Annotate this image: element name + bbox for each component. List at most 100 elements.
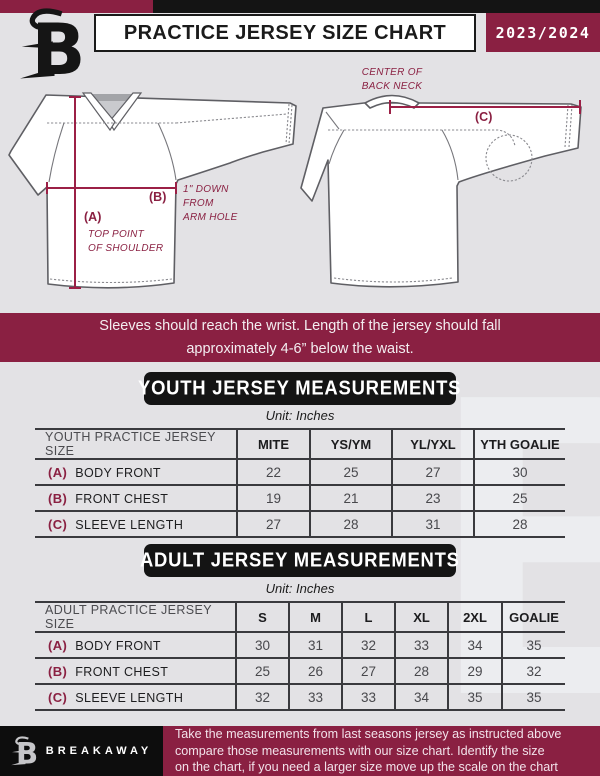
column-header: 2XL	[447, 602, 502, 632]
row-key: (A)	[48, 464, 68, 480]
column-header: XL	[394, 602, 448, 632]
measurement-lines	[46, 96, 581, 289]
label-b-note: 1" DOWN FROM ARM HOLE	[183, 184, 238, 223]
row-key: (C)	[48, 689, 68, 705]
column-header: L	[341, 602, 395, 632]
front-collar	[81, 92, 143, 132]
label-a-note: TOP POINT OF SHOULDER	[88, 229, 164, 254]
cell-value: 34	[447, 632, 502, 658]
cell-value: 27	[236, 511, 310, 537]
row-key: (C)	[48, 516, 68, 532]
back-armhole-seams	[325, 111, 459, 181]
footer-brand-box: B BREAKAWAY	[0, 726, 163, 776]
jersey-diagrams	[8, 92, 582, 289]
cell-value: 32	[501, 658, 565, 684]
column-header: YL/YXL	[391, 429, 474, 459]
cell-value: 29	[447, 658, 502, 684]
footer-instructions: Take the measurements from last seasons …	[163, 726, 600, 776]
cell-value: 35	[501, 684, 565, 710]
column-header: YS/YM	[309, 429, 392, 459]
cell-value: 33	[394, 632, 448, 658]
label-a-key: (A)	[84, 210, 102, 224]
table-row: (C) SLEEVE LENGTH 32 33 33 34 35 35	[35, 684, 565, 710]
cell-value: 19	[236, 485, 310, 511]
back-seams	[328, 104, 573, 283]
adult-section-banner: ADULT JERSEY MEASUREMENTS	[140, 544, 459, 577]
row-label: BODY FRONT	[75, 465, 161, 480]
cell-value: 25	[473, 485, 565, 511]
row-key: (B)	[48, 490, 68, 506]
cell-value: 33	[341, 684, 395, 710]
row-label: FRONT CHEST	[75, 664, 169, 679]
cell-value: 28	[309, 511, 392, 537]
table-header-row: ADULT PRACTICE JERSEY SIZE S M L XL 2XL …	[35, 602, 565, 632]
column-header: YTH GOALIE	[473, 429, 565, 459]
row-label: SLEEVE LENGTH	[75, 690, 184, 705]
table-row: (A) BODY FRONT 30 31 32 33 34 35	[35, 632, 565, 658]
brand-name: BREAKAWAY	[45, 745, 153, 757]
column-header: S	[235, 602, 289, 632]
cell-value: 25	[309, 459, 392, 485]
cell-value: 34	[394, 684, 448, 710]
front-armhole-seams	[48, 122, 177, 183]
cell-value: 26	[288, 658, 342, 684]
cell-value: 25	[235, 658, 289, 684]
cell-value: 35	[501, 632, 565, 658]
front-jersey-outline	[8, 94, 297, 289]
cell-value: 30	[473, 459, 565, 485]
label-center-of-back-neck: CENTER OF BACK NECK	[361, 67, 423, 92]
top-accent-strip-maroon	[0, 0, 153, 13]
cell-value: 32	[341, 632, 395, 658]
footer: B BREAKAWAY Take the measurements from l…	[0, 726, 600, 776]
row-label: FRONT CHEST	[75, 491, 169, 506]
breakaway-logo-icon: B	[20, 8, 82, 83]
notice-text: Sleeves should reach the wrist. Length o…	[99, 318, 501, 357]
table-header-row: YOUTH PRACTICE JERSEY SIZE MITE YS/YM YL…	[35, 429, 565, 459]
breakaway-logo-small-icon: B	[11, 736, 37, 767]
row-label: SLEEVE LENGTH	[75, 517, 184, 532]
adult-unit-label: Unit: Inches	[265, 581, 335, 596]
row-label: BODY FRONT	[75, 638, 161, 653]
back-jersey-outline	[300, 94, 582, 288]
cell-value: 28	[394, 658, 448, 684]
cell-value: 27	[341, 658, 395, 684]
table-row: (B) FRONT CHEST 19 21 23 25	[35, 485, 565, 511]
column-header: ADULT PRACTICE JERSEY SIZE	[45, 603, 212, 631]
label-b-key: (B)	[149, 190, 167, 204]
cell-value: 21	[309, 485, 392, 511]
row-key: (B)	[48, 663, 68, 679]
cell-value: 30	[235, 632, 289, 658]
column-header: M	[288, 602, 342, 632]
column-header: YOUTH PRACTICE JERSEY SIZE	[45, 430, 216, 458]
cell-value: 33	[288, 684, 342, 710]
notice-banner: Sleeves should reach the wrist. Length o…	[0, 313, 600, 362]
top-accent-strip	[0, 0, 600, 13]
svg-text:B: B	[16, 736, 37, 767]
row-key: (A)	[48, 637, 68, 653]
table-row: (A) BODY FRONT 22 25 27 30	[35, 459, 565, 485]
column-header: GOALIE	[501, 602, 565, 632]
adult-size-table: ADULT PRACTICE JERSEY SIZE S M L XL 2XL …	[35, 601, 565, 711]
adult-section-heading: ADULT JERSEY MEASUREMENTS	[140, 548, 460, 572]
cell-value: 23	[391, 485, 474, 511]
cell-value: 35	[447, 684, 502, 710]
column-header: MITE	[236, 429, 310, 459]
season-badge: 2023/2024	[486, 13, 600, 52]
youth-size-table: YOUTH PRACTICE JERSEY SIZE MITE YS/YM YL…	[35, 428, 565, 538]
cell-value: 32	[235, 684, 289, 710]
page-title: PRACTICE JERSEY SIZE CHART	[94, 14, 476, 52]
cell-value: 31	[288, 632, 342, 658]
youth-section-heading: YOUTH JERSEY MEASUREMENTS	[138, 376, 462, 400]
cell-value: 31	[391, 511, 474, 537]
cell-value: 28	[473, 511, 565, 537]
svg-text:B: B	[32, 8, 82, 83]
front-seams	[47, 103, 293, 284]
youth-unit-label: Unit: Inches	[265, 408, 335, 423]
label-c-key: (C)	[475, 110, 493, 124]
cell-value: 22	[236, 459, 310, 485]
youth-section-banner: YOUTH JERSEY MEASUREMENTS	[138, 372, 461, 405]
cell-value: 27	[391, 459, 474, 485]
table-row: (C) SLEEVE LENGTH 27 28 31 28	[35, 511, 565, 537]
table-row: (B) FRONT CHEST 25 26 27 28 29 32	[35, 658, 565, 684]
